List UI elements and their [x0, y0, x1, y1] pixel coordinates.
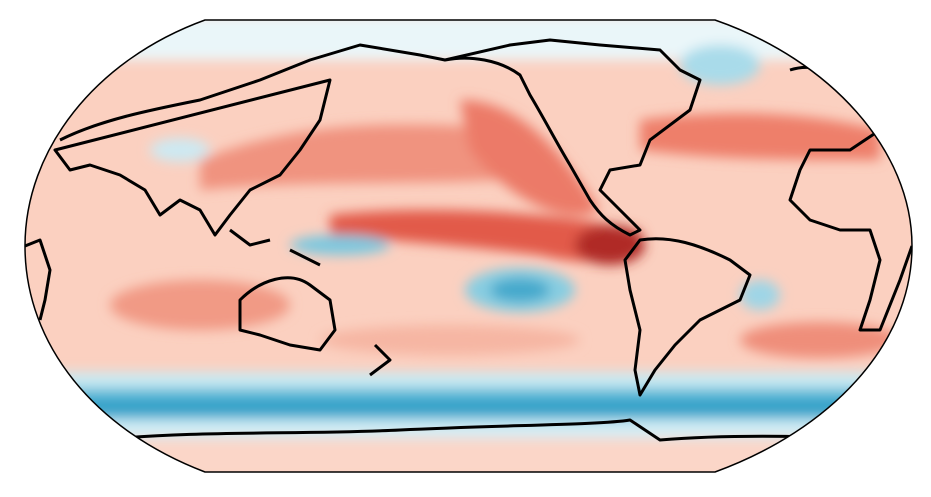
blue-patch [150, 138, 210, 162]
red-band [640, 113, 880, 160]
red-band [110, 280, 290, 330]
blue-patch [490, 278, 550, 302]
red-band [740, 322, 900, 358]
africa-west [25, 238, 52, 321]
red-band [330, 210, 642, 262]
antarctica [99, 418, 881, 442]
red-band [460, 100, 600, 216]
asia [53, 43, 446, 237]
blue-patch [740, 280, 780, 310]
blue-patch [680, 45, 760, 85]
arctic-light [25, 20, 912, 60]
blue-band [25, 372, 912, 392]
south-america [623, 237, 752, 397]
australia [238, 276, 337, 352]
blue-band [25, 400, 912, 414]
red-band [200, 124, 548, 190]
red-band [320, 325, 580, 355]
islands [229, 228, 392, 377]
map-frame [24, 19, 913, 473]
blue-patch [290, 235, 390, 255]
coastlines [25, 38, 912, 442]
north-america [443, 38, 702, 237]
blue-band [25, 420, 912, 440]
